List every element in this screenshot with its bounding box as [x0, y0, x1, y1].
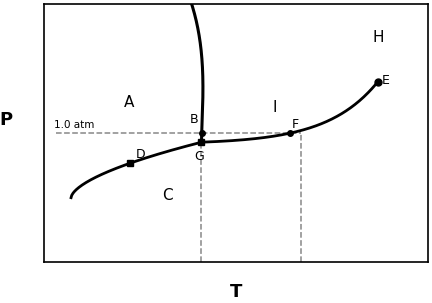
Text: T: T: [230, 283, 242, 301]
Text: G: G: [195, 150, 204, 163]
Text: C: C: [162, 188, 172, 203]
Text: H: H: [372, 30, 384, 45]
Text: D: D: [136, 148, 145, 161]
Text: I: I: [272, 100, 276, 115]
Text: F: F: [292, 118, 299, 131]
Text: A: A: [124, 95, 134, 110]
Text: E: E: [382, 74, 390, 87]
Text: 1.0 atm: 1.0 atm: [54, 120, 94, 130]
Text: P: P: [0, 111, 13, 129]
Text: B: B: [189, 113, 198, 126]
